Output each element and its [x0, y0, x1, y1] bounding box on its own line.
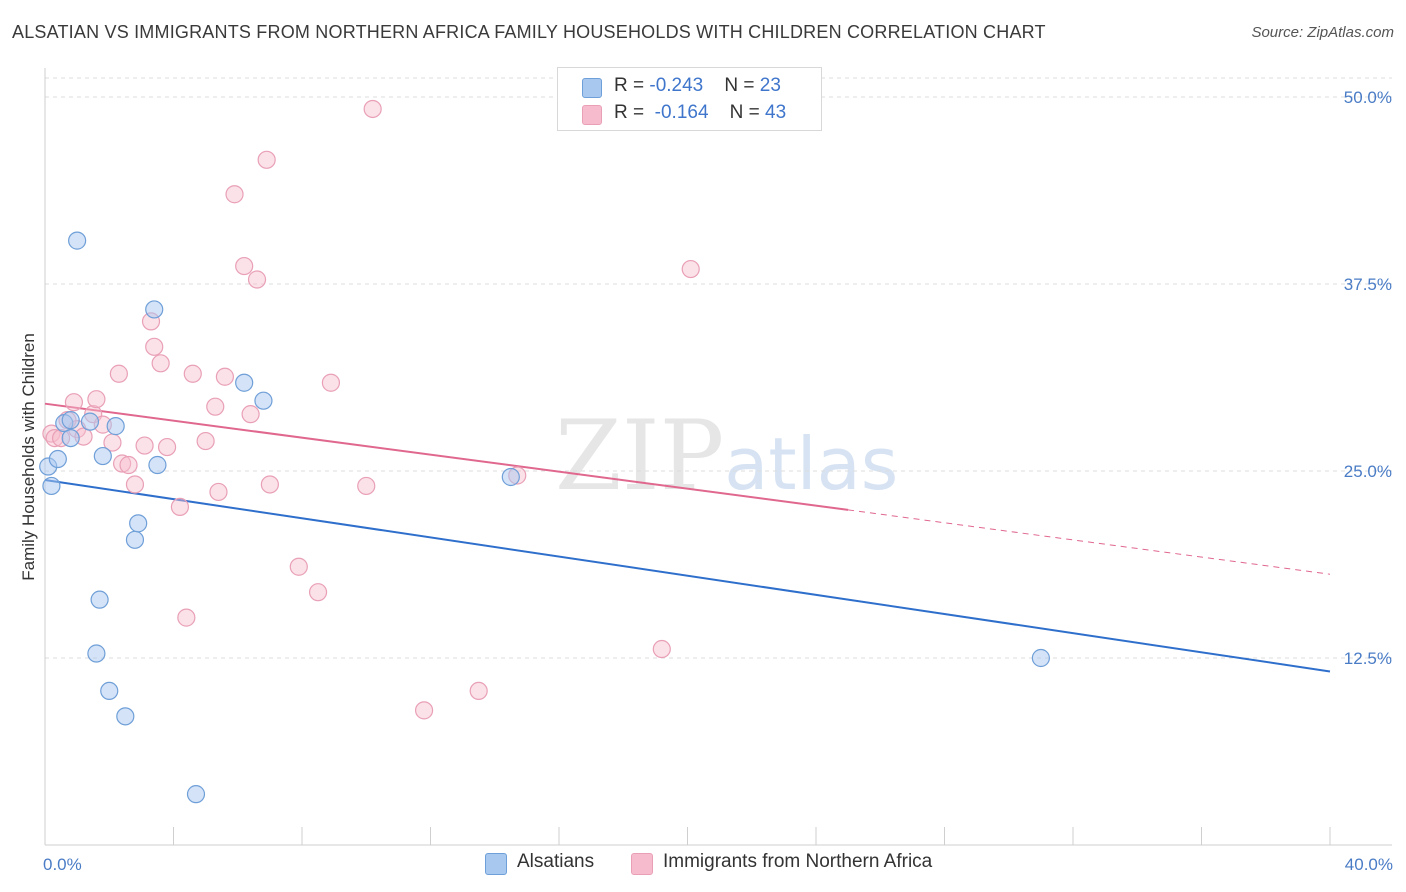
legend-n-value: 23	[759, 75, 781, 96]
point-immigrants	[260, 475, 279, 494]
point-immigrants	[119, 455, 138, 475]
legend-r-value: -0.243	[649, 75, 704, 96]
axes	[44, 68, 1392, 846]
point-immigrants	[112, 454, 132, 473]
legend-r-label: R =	[614, 102, 650, 123]
point-immigrants	[206, 397, 225, 416]
point-immigrants	[145, 337, 164, 356]
point-immigrants	[151, 354, 170, 373]
legend-n-label: N =	[724, 75, 760, 96]
y-tick-label: 25.0%	[1344, 462, 1392, 481]
point-alsatians	[61, 428, 80, 448]
point-immigrants	[125, 475, 145, 494]
point-immigrants	[247, 270, 267, 289]
y-axis-label: Family Households with Children	[19, 333, 38, 581]
point-immigrants	[414, 701, 434, 720]
point-immigrants	[64, 393, 84, 412]
point-immigrants	[87, 390, 106, 409]
point-immigrants	[681, 259, 700, 279]
legend-r-value: -0.164	[654, 102, 709, 123]
point-alsatians	[235, 373, 254, 392]
point-alsatians	[106, 417, 125, 436]
series-swatch-pink	[631, 853, 653, 875]
watermark: ZIPatlas	[555, 400, 898, 512]
legend-r-label: R =	[614, 75, 650, 96]
point-alsatians	[48, 449, 67, 469]
point-alsatians	[125, 530, 145, 549]
legend-swatch-blue	[582, 78, 602, 98]
point-immigrants	[652, 639, 671, 659]
y-tick-label: 37.5%	[1344, 275, 1392, 294]
series-name-alsatians: Alsatians	[517, 851, 595, 872]
legend-n-value: 43	[765, 102, 787, 123]
grid-lines	[45, 77, 1392, 659]
point-alsatians	[254, 391, 273, 410]
scatter-points	[39, 99, 1050, 804]
point-alsatians	[116, 707, 135, 726]
y-tick-label: 12.5%	[1344, 649, 1392, 668]
point-alsatians	[90, 590, 109, 609]
point-alsatians	[61, 411, 80, 430]
point-immigrants	[209, 482, 228, 502]
point-alsatians	[501, 467, 520, 487]
watermark-atlas: atlas	[724, 422, 899, 506]
point-immigrants	[170, 497, 190, 517]
point-alsatians	[1031, 648, 1050, 668]
point-immigrants	[135, 436, 154, 455]
point-alsatians	[148, 455, 167, 475]
point-immigrants	[357, 476, 376, 496]
trend-lines	[44, 402, 1331, 673]
point-immigrants	[257, 150, 276, 169]
point-immigrants	[235, 256, 254, 276]
legend: R = -0.243 N = 23 R = -0.164 N = 43	[557, 67, 822, 131]
point-immigrants	[177, 608, 196, 627]
point-alsatians	[42, 476, 61, 496]
point-alsatians	[80, 412, 100, 431]
point-immigrants	[321, 373, 341, 392]
trend-line-immigrants-extension	[848, 509, 1331, 575]
point-immigrants	[225, 185, 244, 204]
point-immigrants	[241, 405, 260, 424]
x-tick-label: 40.0%	[1345, 855, 1393, 874]
series-name-immigrants: Immigrants from Northern Africa	[663, 851, 933, 872]
point-immigrants	[109, 364, 128, 383]
x-tick-label: 0.0%	[43, 855, 82, 874]
point-alsatians	[186, 785, 206, 804]
point-alsatians	[87, 644, 106, 663]
point-alsatians	[129, 514, 148, 533]
legend-swatch-pink	[582, 105, 602, 125]
chart-title: ALSATIAN VS IMMIGRANTS FROM NORTHERN AFR…	[12, 22, 1046, 42]
trend-line-alsatians	[44, 478, 1331, 673]
point-immigrants	[469, 681, 488, 701]
trend-line-immigrants	[44, 402, 849, 511]
legend-n-label: N =	[729, 102, 766, 123]
tick-labels: 12.5% 25.0% 37.5% 50.0% 0.0% 40.0%	[43, 88, 1393, 874]
point-alsatians	[100, 681, 119, 701]
point-immigrants	[196, 431, 215, 451]
point-alsatians	[145, 300, 164, 319]
point-immigrants	[183, 364, 202, 383]
point-alsatians	[68, 231, 87, 250]
point-immigrants	[215, 367, 234, 386]
point-immigrants	[363, 99, 382, 119]
point-immigrants	[289, 557, 308, 576]
source-label: Source: ZipAtlas.com	[1251, 24, 1394, 41]
y-tick-label: 50.0%	[1344, 88, 1392, 107]
watermark-zip: ZIP	[555, 400, 725, 512]
point-immigrants	[308, 583, 328, 602]
point-alsatians	[93, 446, 112, 466]
series-swatch-blue	[485, 853, 507, 875]
point-immigrants	[157, 437, 177, 457]
